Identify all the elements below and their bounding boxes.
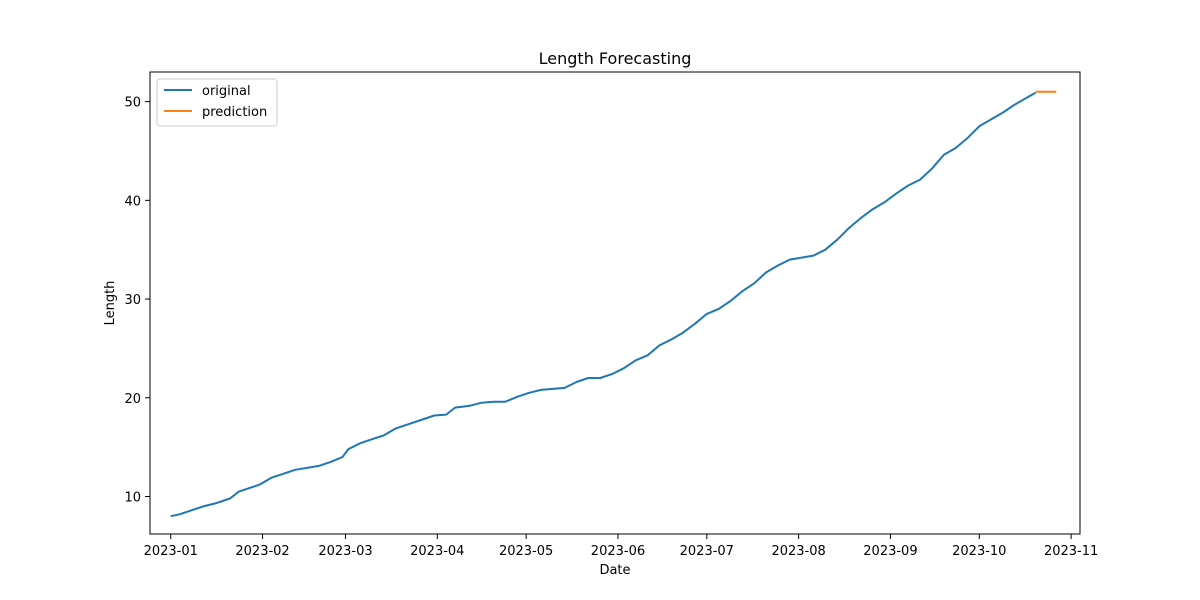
x-tick-label-5: 2023-06 [591,544,645,559]
y-tick-label-0: 10 [124,490,141,505]
y-tick-label-3: 40 [124,194,141,209]
y-tick-label-4: 50 [124,96,141,111]
x-tick-label-0: 2023-01 [144,544,198,559]
x-tick-label-6: 2023-07 [680,544,734,559]
x-tick-label-4: 2023-05 [499,544,553,559]
x-tick-label-3: 2023-04 [410,544,464,559]
x-tick-label-10: 2023-11 [1044,544,1098,559]
x-tick-label-9: 2023-10 [952,544,1006,559]
x-tick-label-1: 2023-02 [235,544,289,559]
x-axis: 2023-01 2023-02 2023-03 2023-04 2023-05 2023-… [144,534,1098,559]
legend-label-original: original [202,84,251,99]
y-tick-label-2: 30 [124,293,141,308]
y-axis-label: Length [103,281,118,326]
legend-label-prediction: prediction [202,105,267,120]
y-axis: 10 20 30 40 50 [124,96,150,505]
x-tick-label-2: 2023-03 [318,544,372,559]
y-tick-label-1: 20 [124,392,141,407]
x-tick-label-8: 2023-09 [863,544,917,559]
series-line-original [170,91,1037,518]
legend: original prediction [156,78,278,127]
x-axis-label: Date [599,563,630,578]
chart-title: Length Forecasting [539,49,692,68]
plot-frame [149,71,1081,535]
series-layer [170,90,1057,518]
x-tick-label-7: 2023-08 [771,544,825,559]
